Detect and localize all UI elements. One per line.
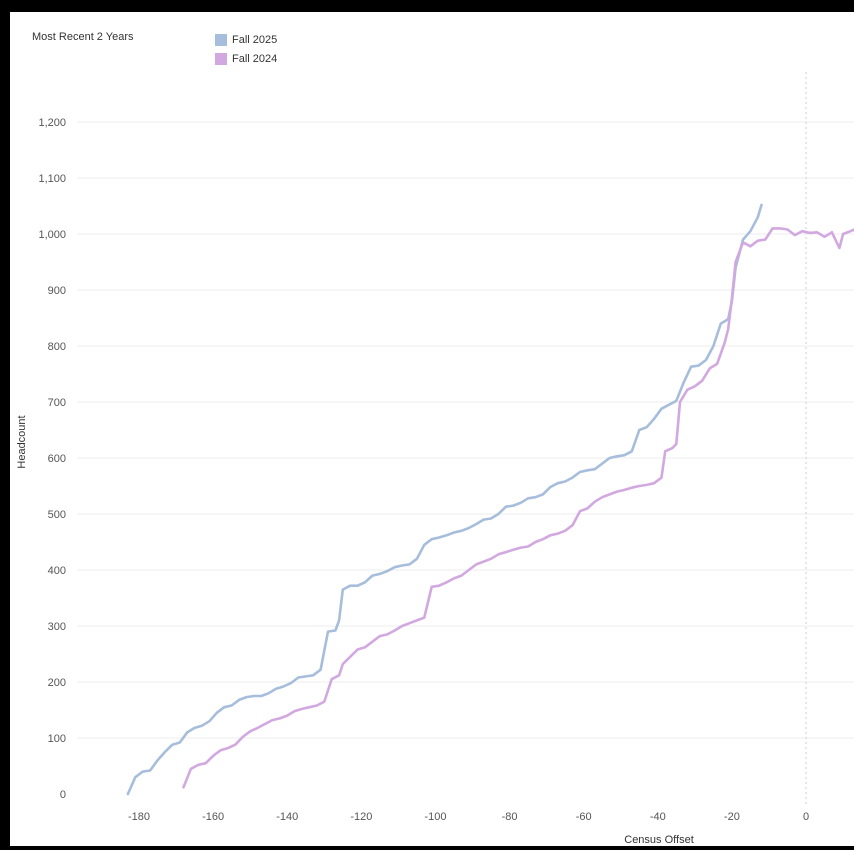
y-tick-label: 600: [48, 453, 66, 465]
series-line-fall-2024: [182, 227, 854, 789]
x-tick-label: -140: [276, 811, 298, 823]
legend: Fall 2025 Fall 2024: [215, 30, 277, 68]
y-axis-title: Headcount: [16, 415, 28, 468]
x-tick-label: -180: [128, 811, 150, 823]
series-line-fall-2025: [126, 203, 763, 796]
legend-swatch-fall-2025: [215, 33, 227, 46]
legend-item-fall-2025[interactable]: Fall 2025: [215, 30, 277, 49]
y-tick-label: 200: [48, 677, 66, 689]
y-tick-label: 900: [48, 285, 66, 297]
chart-panel: Most Recent 2 Years Fall 2025 Fall 2024 …: [10, 12, 854, 846]
y-tick-label: 300: [48, 621, 66, 633]
y-tick-label: 400: [48, 565, 66, 577]
x-axis-title: Census Offset: [624, 834, 694, 846]
line-chart: 0 100 200 300 400 500 600 700 800 900 1,000 1,100 1,…: [16, 72, 854, 846]
y-tick-label: 0: [60, 789, 66, 801]
x-tick-label: -20: [724, 811, 740, 823]
chart-header-label: Most Recent 2 Years: [32, 31, 134, 43]
x-tick-label: 0: [803, 811, 809, 823]
x-tick-label: -120: [350, 811, 372, 823]
y-tick-label: 1,100: [38, 173, 66, 185]
y-tick-label: 800: [48, 341, 66, 353]
legend-label-fall-2024: Fall 2024: [232, 52, 278, 65]
x-tick-label: -40: [650, 811, 666, 823]
y-tick-label: 500: [48, 509, 66, 521]
y-tick-label: 700: [48, 397, 66, 409]
legend-item-fall-2024[interactable]: Fall 2024: [215, 49, 277, 68]
x-tick-label: -80: [502, 811, 518, 823]
legend-label-fall-2025: Fall 2025: [232, 33, 278, 46]
x-tick-label: -60: [576, 811, 592, 823]
y-tick-label: 1,200: [38, 117, 66, 129]
y-tick-label: 100: [48, 733, 66, 745]
x-tick-label: -160: [202, 811, 224, 823]
x-tick-label: -100: [424, 811, 446, 823]
legend-swatch-fall-2024: [215, 52, 227, 65]
y-tick-label: 1,000: [38, 229, 66, 241]
